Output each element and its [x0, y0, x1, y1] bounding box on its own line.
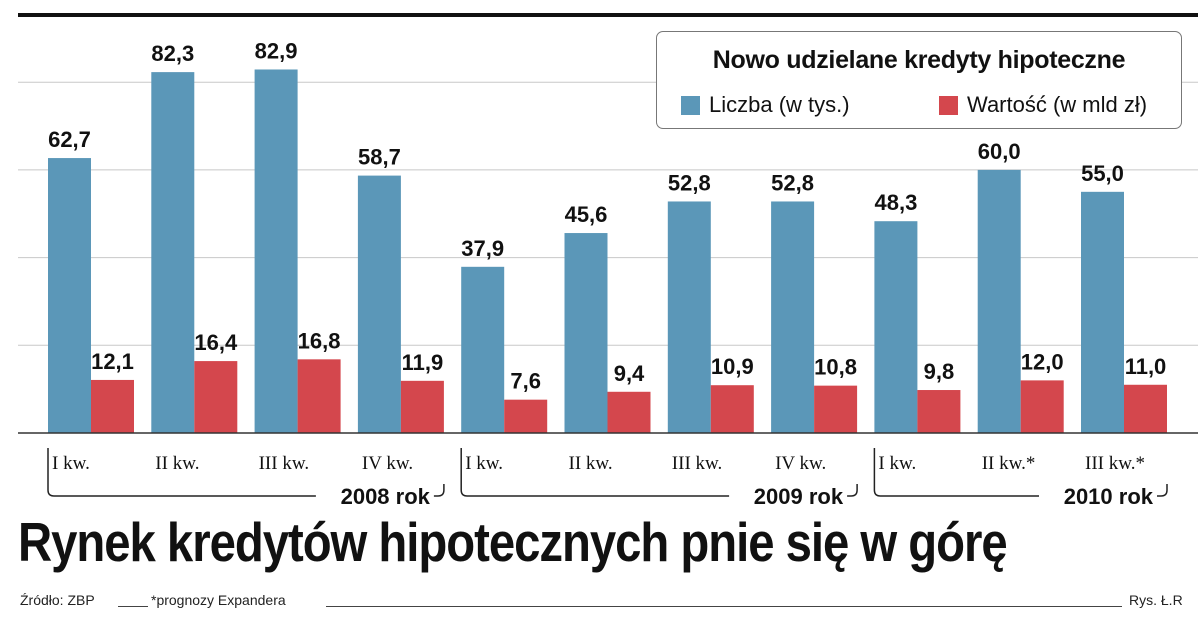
bar-wartosc	[1020, 380, 1064, 433]
group-bracket	[47, 448, 445, 497]
bar-liczba	[1081, 191, 1124, 433]
headline: Rynek kredytów hipotecznych pnie się w g…	[18, 511, 1008, 573]
tick-label: II kw.*	[982, 453, 1036, 474]
bar-wartosc	[710, 385, 754, 433]
bar-liczba	[771, 201, 815, 433]
bar-wartosc	[297, 359, 341, 433]
group-label: 2009 rok	[754, 484, 844, 509]
bar-wartosc	[814, 385, 858, 433]
bar-liczba	[874, 221, 918, 433]
data-label-liczba: 52,8	[668, 170, 711, 195]
data-label-liczba: 62,7	[48, 127, 91, 152]
data-label-liczba: 82,9	[255, 38, 298, 63]
legend-swatch-red	[939, 95, 958, 115]
data-label-wartosc: 9,4	[614, 361, 645, 386]
bar-liczba	[461, 266, 505, 433]
data-label-wartosc: 16,4	[194, 330, 238, 355]
bar-liczba	[564, 233, 608, 433]
legend-swatch-blue	[681, 95, 700, 115]
data-label-liczba: 52,8	[771, 170, 814, 195]
data-label-liczba: 45,6	[565, 202, 608, 227]
legend: Nowo udzielane kredyty hipoteczne Liczba…	[656, 31, 1182, 129]
tick-label: III kw.	[672, 453, 722, 474]
group-label: 2010 rok	[1064, 484, 1154, 509]
bar-wartosc	[400, 380, 444, 433]
legend-title: Nowo udzielane kredyty hipoteczne	[712, 46, 1126, 74]
group-label-bg	[1039, 484, 1157, 508]
bar-chart: 62,7 12,1 I kw. 82,3 16,4 II kw. 82,9 16,8 III k…	[18, 13, 1198, 509]
tick-label: I kw.	[465, 453, 503, 474]
bar-wartosc	[194, 361, 238, 433]
data-label-wartosc: 10,9	[711, 354, 754, 379]
group-label-bg	[729, 484, 848, 508]
group-label-bg	[315, 484, 434, 508]
group-bracket	[460, 448, 858, 497]
footer-rule-short	[118, 606, 148, 607]
data-label-wartosc: 9,8	[924, 359, 955, 384]
bar-liczba	[357, 175, 401, 433]
tick-label: II kw.	[569, 453, 613, 474]
tick-label: III kw.	[259, 453, 309, 474]
bar-liczba	[151, 72, 195, 433]
tick-label: I kw.	[878, 453, 916, 474]
bar-liczba	[977, 169, 1021, 433]
group-label: 2008 rok	[341, 484, 431, 509]
bar-wartosc	[504, 399, 548, 433]
data-label-wartosc: 16,8	[298, 328, 341, 353]
data-label-liczba: 58,7	[358, 145, 401, 170]
footer-source: Źródło: ZBP	[20, 592, 95, 608]
tick-label: IV kw.	[362, 453, 413, 474]
bar-liczba	[254, 69, 298, 434]
data-label-wartosc: 11,9	[402, 350, 444, 375]
data-label-liczba: 55,0	[1081, 161, 1124, 186]
legend-label-wartosc: Wartość (w mld zł)	[967, 92, 1148, 117]
tick-label: I kw.	[52, 453, 90, 474]
bar-wartosc	[1124, 384, 1167, 433]
bar-wartosc	[607, 391, 651, 433]
data-label-wartosc: 12,1	[91, 349, 134, 374]
bar-wartosc	[91, 379, 134, 433]
tick-label: IV kw.	[775, 453, 826, 474]
bar-wartosc	[917, 390, 961, 433]
data-label-liczba: 48,3	[874, 190, 917, 215]
footer-note: *prognozy Expandera	[151, 592, 286, 608]
legend-label-liczba: Liczba (w tys.)	[709, 92, 850, 117]
group-bracket	[873, 448, 1168, 497]
data-label-wartosc: 7,6	[510, 369, 541, 394]
legend-item-liczba: Liczba (w tys.)	[681, 92, 850, 118]
data-label-liczba: 60,0	[978, 139, 1021, 164]
data-label-wartosc: 10,8	[814, 355, 857, 380]
legend-item-wartosc: Wartość (w mld zł)	[939, 92, 1147, 118]
bar-liczba	[667, 201, 711, 433]
bar-liczba	[48, 158, 91, 434]
tick-label: II kw.	[155, 453, 199, 474]
data-label-wartosc: 12,0	[1021, 349, 1064, 374]
top-rule	[18, 13, 1198, 17]
tick-label: III kw.*	[1085, 453, 1145, 474]
data-label-wartosc: 11,0	[1125, 354, 1167, 379]
data-label-liczba: 82,3	[151, 41, 194, 66]
data-label-liczba: 37,9	[461, 236, 504, 261]
footer-rule-long	[326, 606, 1122, 607]
footer-credit: Rys. Ł.R	[1129, 592, 1183, 608]
